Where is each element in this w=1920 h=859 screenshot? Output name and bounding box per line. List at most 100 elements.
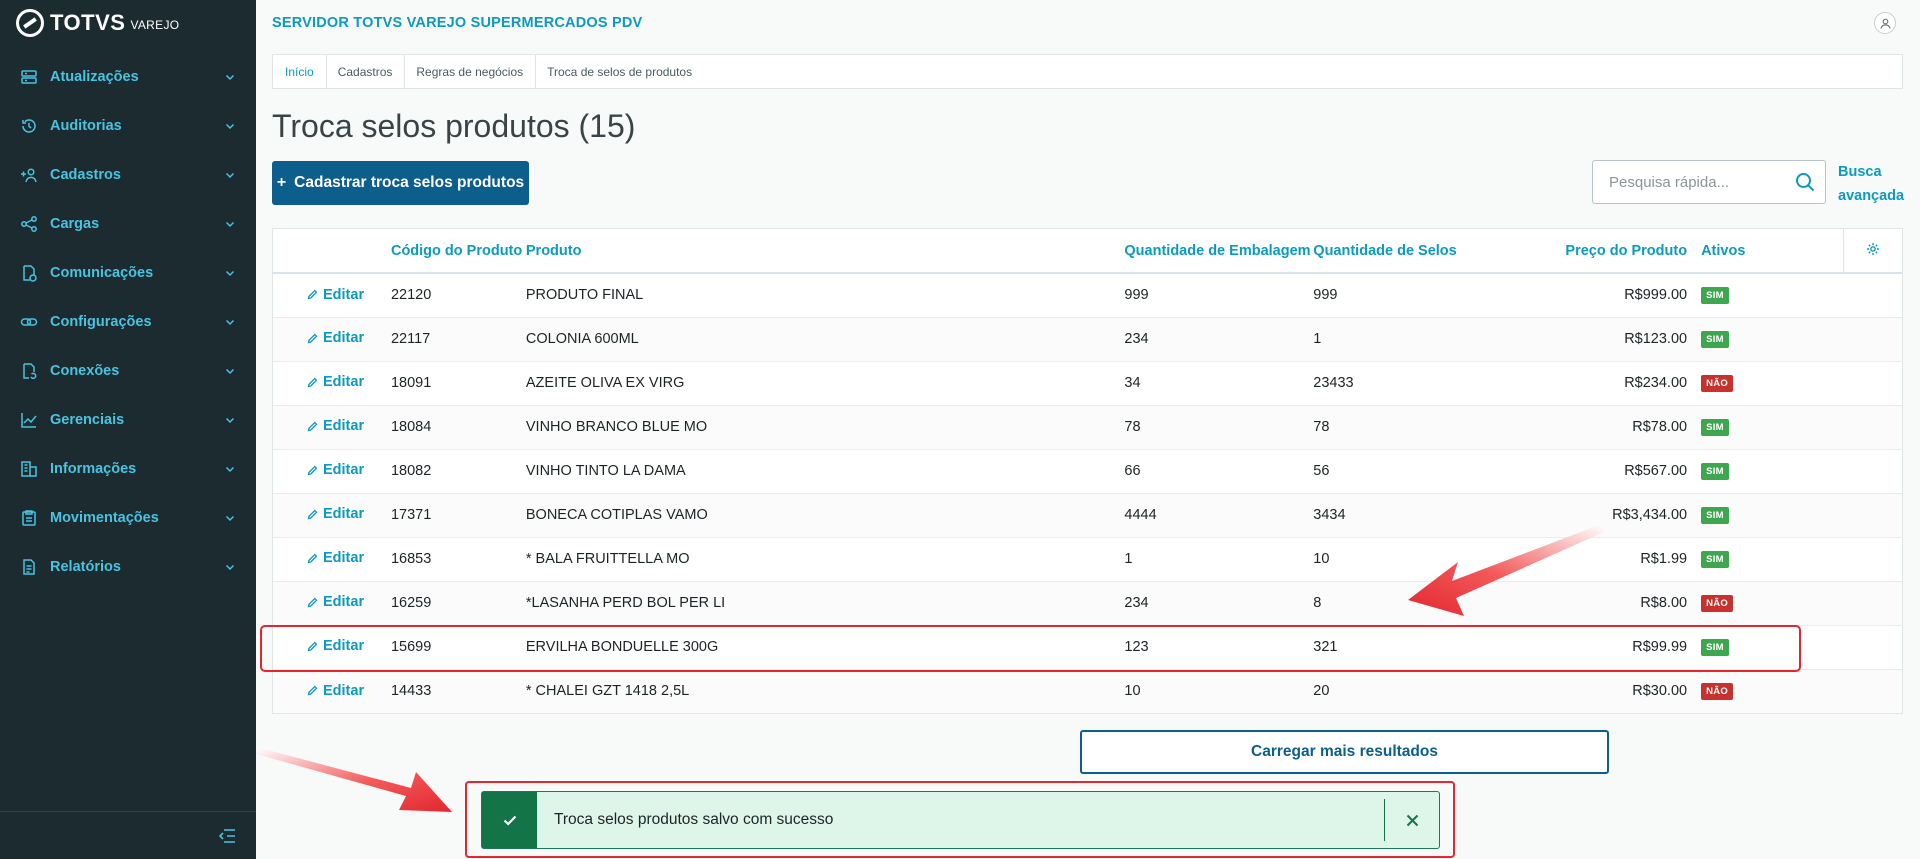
sidebar-item-label: Movimentações: [50, 509, 159, 526]
sidebar-item-gerenciais[interactable]: Gerenciais: [0, 395, 256, 444]
sidebar-item-auditorias[interactable]: Auditorias: [0, 101, 256, 150]
sidebar-item-label: Auditorias: [50, 117, 122, 134]
edit-button[interactable]: Editar: [273, 374, 364, 390]
history-icon: [20, 117, 38, 135]
table-row: Editar 15699 ERVILHA BONDUELLE 300G 123 321 R…: [273, 625, 1902, 670]
edit-label: Editar: [323, 638, 365, 655]
chevron-down-icon: [225, 564, 235, 570]
add-troca-selos-button[interactable]: + Cadastrar troca selos produtos: [272, 161, 529, 205]
link-icon: [20, 313, 38, 331]
cell-active: SIM: [1701, 625, 1844, 670]
sidebar-item-cargas[interactable]: Cargas: [0, 199, 256, 248]
breadcrumb-item[interactable]: Regras de negócios: [404, 55, 536, 88]
edit-label: Editar: [323, 682, 365, 699]
user-avatar[interactable]: [1874, 12, 1896, 34]
edit-button[interactable]: Editar: [273, 683, 364, 699]
edit-label: Editar: [323, 286, 365, 303]
advanced-search-link[interactable]: Busca avançada: [1838, 160, 1908, 208]
cell-price: R$123.00: [1463, 317, 1702, 362]
cell-qty-pack: 10: [1124, 669, 1314, 713]
cell-qty-pack: 234: [1124, 317, 1314, 362]
sidebar-item-comunicacoes[interactable]: Comunicações: [0, 248, 256, 297]
edit-button[interactable]: Editar: [273, 330, 364, 346]
sidebar-item-conexoes[interactable]: Conexões: [0, 346, 256, 395]
sidebar-item-configuracoes[interactable]: Configurações: [0, 297, 256, 346]
edit-button[interactable]: Editar: [273, 594, 364, 610]
chevron-down-icon: [225, 417, 235, 423]
page-title: Troca selos produtos (15): [272, 108, 636, 144]
document-icon: [20, 558, 38, 576]
breadcrumb-item: Troca de selos de produtos: [547, 64, 693, 79]
status-badge: SIM: [1701, 331, 1729, 348]
chevron-down-icon: [225, 221, 235, 227]
table-row: Editar 22117 COLONIA 600ML 234 1 R$123.00 SIM: [273, 317, 1902, 362]
header-qty-seals[interactable]: Quantidade de Selos: [1313, 229, 1464, 274]
products-table: Código do Produto Produto Quantidade de …: [272, 228, 1903, 714]
edit-label: Editar: [323, 330, 365, 347]
header-actions: [273, 229, 391, 274]
quick-search: [1592, 160, 1826, 204]
chevron-down-icon: [225, 74, 235, 80]
breadcrumb-item[interactable]: Início: [273, 55, 327, 88]
document-sync-icon: [20, 264, 38, 282]
cell-qty-pack: 4444: [1124, 493, 1314, 538]
header-qty-pack[interactable]: Quantidade de Embalagem: [1124, 229, 1314, 274]
edit-button[interactable]: Editar: [273, 550, 364, 566]
close-icon: [1406, 814, 1418, 826]
edit-button[interactable]: Editar: [273, 462, 364, 478]
edit-button[interactable]: Editar: [273, 638, 364, 654]
breadcrumb: Início Cadastros Regras de negócios Troca d…: [272, 54, 1903, 89]
cell-code: 16259: [390, 581, 526, 626]
load-more-button[interactable]: Carregar mais resultados: [1080, 730, 1609, 774]
check-icon: [503, 815, 516, 826]
advanced-search-line2: avançada: [1838, 188, 1905, 204]
cell-price: R$999.00: [1463, 273, 1702, 318]
success-toast: Troca selos produtos salvo com sucesso: [481, 791, 1440, 849]
status-badge: SIM: [1701, 419, 1729, 436]
header-code[interactable]: Código do Produto: [390, 229, 526, 274]
plus-icon: +: [276, 174, 287, 191]
gear-icon: [1867, 242, 1880, 255]
header-price[interactable]: Preço do Produto: [1463, 229, 1702, 274]
cell-code: 22117: [390, 317, 526, 362]
table-row: Editar 18082 VINHO TINTO LA DAMA 66 56 R$567.…: [273, 449, 1902, 494]
cell-qty-seals: 56: [1313, 449, 1464, 494]
table-row: Editar 22120 PRODUTO FINAL 999 999 R$999.00 SI…: [273, 273, 1902, 318]
sidebar: TOTVS VAREJO Atualizações Auditorias Cadas…: [0, 0, 256, 859]
sidebar-item-cadastros[interactable]: Cadastros: [0, 150, 256, 199]
quick-search-input[interactable]: [1609, 173, 1785, 191]
edit-button[interactable]: Editar: [273, 506, 364, 522]
sidebar-item-informacoes[interactable]: Informações: [0, 444, 256, 493]
status-badge: SIM: [1701, 287, 1729, 305]
status-badge: NÃO: [1701, 683, 1734, 701]
cell-qty-seals: 20: [1313, 669, 1464, 713]
cell-price: R$567.00: [1463, 449, 1702, 494]
cell-product: ERVILHA BONDUELLE 300G: [525, 625, 1125, 670]
sidebar-item-label: Cargas: [50, 215, 100, 232]
sidebar-item-movimentacoes[interactable]: Movimentações: [0, 493, 256, 542]
breadcrumb-item[interactable]: Cadastros: [326, 55, 406, 88]
cell-product: * BALA FRUITTELLA MO: [525, 537, 1125, 582]
table-header-row: Código do Produto Produto Quantidade de …: [273, 229, 1902, 274]
header-active[interactable]: Ativos: [1701, 229, 1844, 274]
sidebar-item-label: Cadastros: [50, 166, 121, 183]
cell-active: SIM: [1701, 537, 1844, 582]
pencil-icon: [307, 421, 318, 432]
toast-close-button[interactable]: [1385, 792, 1439, 848]
cell-qty-seals: 3434: [1313, 493, 1464, 538]
building-icon: [20, 460, 38, 478]
edit-button[interactable]: Editar: [273, 418, 364, 434]
status-badge: NÃO: [1701, 595, 1734, 612]
edit-button[interactable]: Editar: [273, 287, 364, 303]
collapse-sidebar-button[interactable]: [0, 811, 256, 859]
cell-qty-pack: 234: [1124, 581, 1314, 626]
cell-active: SIM: [1701, 317, 1844, 362]
sidebar-item-atualizacoes[interactable]: Atualizações: [0, 52, 256, 101]
totvs-logo[interactable]: TOTVS VAREJO: [0, 0, 256, 46]
cell-qty-seals: 78: [1313, 405, 1464, 450]
cell-code: 18084: [390, 405, 526, 450]
table-settings-button[interactable]: [1843, 229, 1902, 274]
search-button[interactable]: [1785, 172, 1825, 192]
header-product[interactable]: Produto: [525, 229, 1125, 274]
sidebar-item-relatorios[interactable]: Relatórios: [0, 542, 256, 591]
